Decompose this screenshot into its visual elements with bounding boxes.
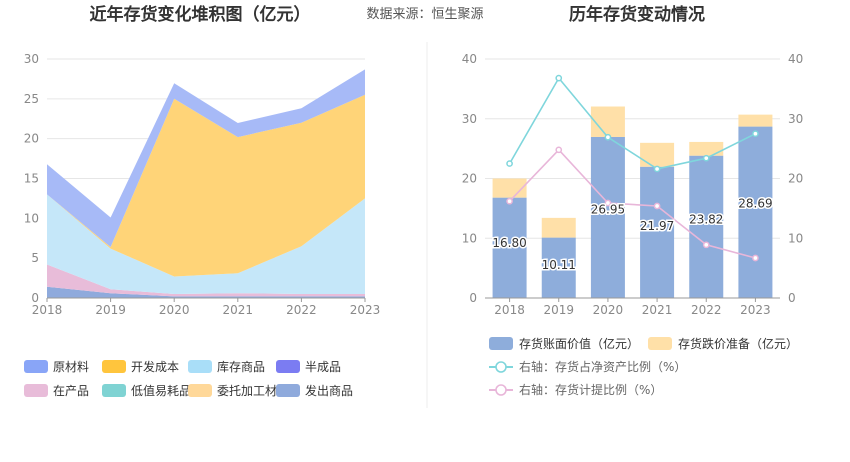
left-area-chart: 0 5 10 15 20 25 30 2018 2019 2020 2021 2022 2023	[24, 52, 381, 317]
left-legend-swatch	[102, 384, 126, 397]
left-y-tick-label: 25	[24, 92, 39, 106]
left-x-tick-label: 2023	[350, 303, 381, 317]
line-series-0	[508, 76, 756, 170]
left-y-tick-label: 15	[24, 172, 39, 186]
area-series-4	[47, 69, 365, 248]
left-legend-label: 半成品	[305, 360, 341, 374]
bar-impairment	[541, 217, 576, 238]
line-series-1	[509, 148, 756, 259]
left-legend-label: 在产品	[53, 384, 89, 398]
line-point-0	[653, 165, 661, 173]
bar-value-label: 10.11	[542, 258, 576, 272]
right-x-tick-label: 2021	[642, 303, 673, 317]
left-x-tick-label: 2022	[286, 303, 317, 317]
right-y2-tick-label: 10	[788, 231, 803, 245]
line-point-1	[752, 254, 759, 262]
bar-value-label: 28.69	[738, 197, 772, 211]
bar-impairment	[590, 106, 625, 137]
left-x-tick-label: 2020	[159, 303, 190, 317]
left-legend-label: 发出商品	[305, 383, 353, 398]
bar-book-value	[689, 155, 724, 298]
left-y-tick-label: 10	[24, 211, 39, 225]
bar-impairment	[738, 114, 773, 127]
left-legend-label: 库存商品	[217, 359, 265, 374]
right-x-tick-label: 2023	[740, 303, 771, 317]
right-y-tick-label: 20	[462, 172, 477, 186]
right-x-tick-label: 2019	[543, 303, 574, 317]
right-y-tick-label: 10	[462, 231, 477, 245]
left-legend-label: 原材料	[53, 360, 89, 374]
line-point-1	[653, 202, 661, 210]
right-x-tick-label: 2018	[494, 303, 525, 317]
bar-book-value	[492, 197, 527, 298]
right-y-tick-label: 30	[462, 112, 477, 126]
bar-value-label: 16.80	[492, 236, 526, 250]
right-legend: 存货账面价值（亿元） 存货跌价准备（亿元） 右轴：存货占净资产比例（%） 右轴：存货计…	[489, 336, 798, 397]
left-y-tick-label: 5	[31, 251, 39, 265]
bar-impairment	[689, 141, 724, 156]
left-y-tick-label: 0	[31, 291, 39, 305]
area-series-3	[47, 94, 365, 277]
right-legend-swatch	[648, 337, 672, 350]
area-series-2	[47, 194, 365, 294]
right-y2-tick-label: 30	[788, 112, 803, 126]
line-point-0	[555, 74, 563, 82]
right-legend-label: 存货账面价值（亿元）	[519, 336, 639, 351]
right-legend-label: 存货跌价准备（亿元）	[678, 336, 798, 351]
left-legend-label: 开发成本	[131, 359, 179, 374]
line-point-1	[506, 197, 513, 205]
bar-value-label: 23.82	[689, 213, 723, 227]
bar-value-label: 26.95	[591, 202, 625, 216]
left-legend-swatch	[24, 384, 48, 397]
line-point-1	[604, 199, 612, 207]
right-x-tick-label: 2020	[593, 303, 624, 317]
right-y2-tick-label: 20	[788, 172, 803, 186]
left-x-tick-label: 2018	[32, 303, 63, 317]
left-x-tick-label: 2021	[223, 303, 254, 317]
left-legend-swatch	[24, 360, 48, 373]
left-legend-swatch	[276, 360, 300, 373]
right-y-tick-label: 40	[462, 52, 477, 66]
left-legend-swatch	[276, 384, 300, 397]
right-legend-label: 右轴：存货计提比例（%）	[519, 382, 662, 397]
right-y2-tick-label: 0	[788, 291, 796, 305]
right-x-tick-label: 2022	[691, 303, 722, 317]
left-legend-swatch	[102, 360, 126, 373]
bar-book-value	[590, 136, 625, 298]
bar-book-value	[738, 126, 773, 299]
right-legend-label: 右轴：存货占净资产比例（%）	[519, 359, 686, 374]
line-point-0	[702, 154, 710, 162]
source-label: 数据来源：恒生聚源	[366, 7, 483, 22]
left-y-tick-label: 30	[24, 52, 39, 66]
left-x-tick-label: 2019	[95, 303, 126, 317]
left-legend-swatch	[188, 360, 212, 373]
bar-book-value	[640, 166, 675, 298]
line-point-0	[604, 133, 612, 141]
right-y-tick-label: 0	[469, 291, 477, 305]
area-series-0	[47, 286, 365, 298]
left-legend-label: 委托加工材料	[217, 384, 289, 398]
left-chart-title: 近年存货变化堆积图（亿元）	[90, 4, 311, 25]
line-point-0	[506, 160, 513, 167]
line-point-0	[752, 130, 759, 138]
bar-impairment	[640, 142, 675, 167]
right-bar-line-chart: 0 10 20 30 40 0 10 20 30 40 16.80 10.11 26.95 21.97 23…	[462, 52, 804, 317]
line-point-1	[555, 146, 563, 154]
bar-book-value	[541, 237, 576, 298]
line-point-1	[702, 241, 710, 249]
right-legend-marker	[495, 361, 507, 373]
right-chart-title: 历年存货变动情况	[569, 4, 705, 25]
right-legend-marker	[495, 384, 507, 396]
left-y-tick-label: 20	[24, 132, 39, 146]
left-legend-label: 低值易耗品	[131, 383, 191, 398]
right-y2-tick-label: 40	[788, 52, 803, 66]
bar-value-label: 21.97	[640, 219, 674, 233]
right-legend-swatch	[489, 337, 513, 350]
left-legend-swatch	[188, 384, 212, 397]
